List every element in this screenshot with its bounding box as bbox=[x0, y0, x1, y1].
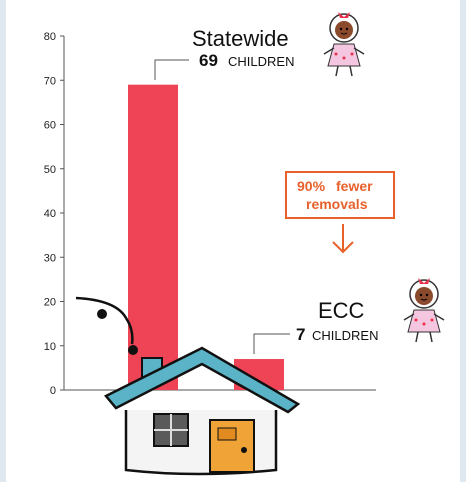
bar-label-statewide-value: 69 bbox=[199, 51, 218, 70]
down-arrow-icon bbox=[332, 224, 354, 254]
bars bbox=[128, 84, 284, 391]
y-tick-label: 50 bbox=[44, 164, 56, 176]
bar-label-ecc-unit: CHILDREN bbox=[312, 328, 378, 343]
y-tick-label: 80 bbox=[44, 31, 56, 43]
callout-fewer: fewer bbox=[336, 178, 373, 194]
bar-label-ecc-name: ECC bbox=[318, 298, 365, 323]
bar-label-ecc-value: 7 bbox=[296, 325, 305, 344]
y-tick-label: 70 bbox=[44, 75, 56, 87]
y-tick-label: 60 bbox=[44, 120, 56, 132]
girl-doll-icon bbox=[403, 278, 445, 343]
callout-box bbox=[285, 171, 395, 219]
callout-removals: removals bbox=[306, 196, 368, 212]
chart-panel: 0 10 20 30 40 50 60 70 80 Statewide 69 CHILDREN … bbox=[6, 0, 460, 482]
y-ticks: 0 10 20 30 40 50 60 70 80 bbox=[44, 31, 64, 397]
y-tick-label: 40 bbox=[44, 208, 56, 220]
y-tick-label: 30 bbox=[44, 252, 56, 264]
girl-doll-icon bbox=[323, 12, 365, 77]
y-tick-label: 10 bbox=[44, 341, 56, 353]
y-tick-label: 20 bbox=[44, 297, 56, 309]
bar-label-statewide-unit: CHILDREN bbox=[228, 54, 294, 69]
bar-label-statewide-name: Statewide bbox=[192, 26, 289, 51]
y-tick-label: 0 bbox=[50, 385, 56, 397]
bar-statewide bbox=[128, 84, 178, 391]
statewide-leader-line bbox=[154, 59, 189, 80]
callout-percent: 90% bbox=[297, 178, 326, 194]
ecc-leader-line bbox=[253, 333, 290, 354]
house-icon bbox=[75, 296, 301, 476]
